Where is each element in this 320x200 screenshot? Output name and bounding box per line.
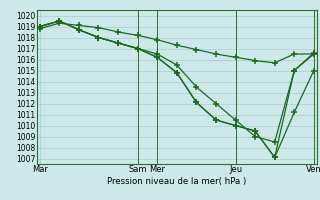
X-axis label: Pression niveau de la mer( hPa ): Pression niveau de la mer( hPa ) — [107, 177, 246, 186]
